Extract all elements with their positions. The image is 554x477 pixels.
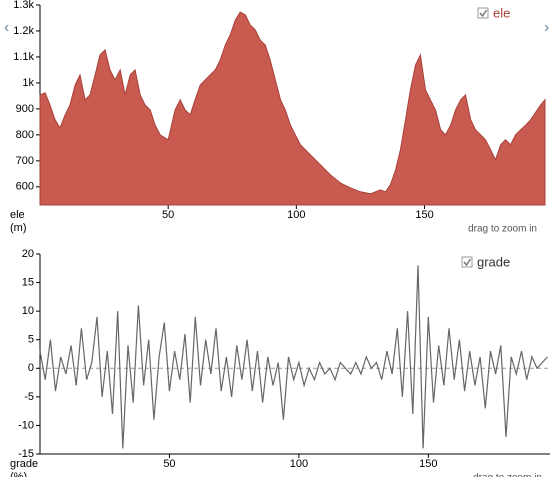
legend-checkbox[interactable] (461, 256, 473, 268)
legend-check (479, 9, 488, 18)
next-arrow[interactable]: › (544, 19, 549, 36)
x-tick-label: 100 (287, 209, 305, 221)
legend-check (463, 258, 472, 267)
elevation-area (39, 11, 546, 206)
x-tick-label: 150 (419, 458, 437, 470)
grade-line (39, 265, 548, 449)
x-tick-label: 100 (290, 458, 308, 470)
x-tick-label: 150 (415, 209, 433, 221)
y-axis-label: (m) (10, 222, 27, 234)
y-tick-label: 20 (22, 248, 34, 260)
y-tick-label: 800 (16, 129, 34, 141)
y-axis-label: grade (10, 458, 38, 470)
hint: drag to zoom in (468, 224, 537, 235)
y-tick-label: 900 (16, 103, 34, 115)
y-tick-label: 10 (22, 305, 34, 317)
y-tick-label: -15 (18, 448, 34, 460)
y-tick-label: 700 (16, 155, 34, 167)
y-tick-label: 1.2k (13, 25, 34, 37)
y-tick-label: 5 (28, 334, 34, 346)
hint: drag to zoom in (473, 473, 542, 477)
legend-checkbox[interactable] (477, 7, 489, 19)
y-tick-label: 1.1k (13, 51, 34, 63)
y-tick-label: -5 (24, 391, 34, 403)
y-tick-label: -10 (18, 419, 34, 431)
legend-label: ele (493, 5, 510, 20)
y-tick-label: 15 (22, 276, 34, 288)
x-tick-label: 50 (163, 458, 175, 470)
y-tick-label: 0 (28, 362, 34, 374)
prev-arrow[interactable]: ‹ (4, 19, 9, 36)
y-tick-label: 1k (22, 77, 34, 89)
y-tick-label: 600 (16, 181, 34, 193)
y-axis-label: (%) (10, 471, 27, 477)
y-axis-label: ele (10, 209, 25, 221)
y-tick-label: 1.3k (13, 0, 34, 11)
x-tick-label: 50 (162, 209, 174, 221)
legend-label: grade (477, 254, 510, 269)
